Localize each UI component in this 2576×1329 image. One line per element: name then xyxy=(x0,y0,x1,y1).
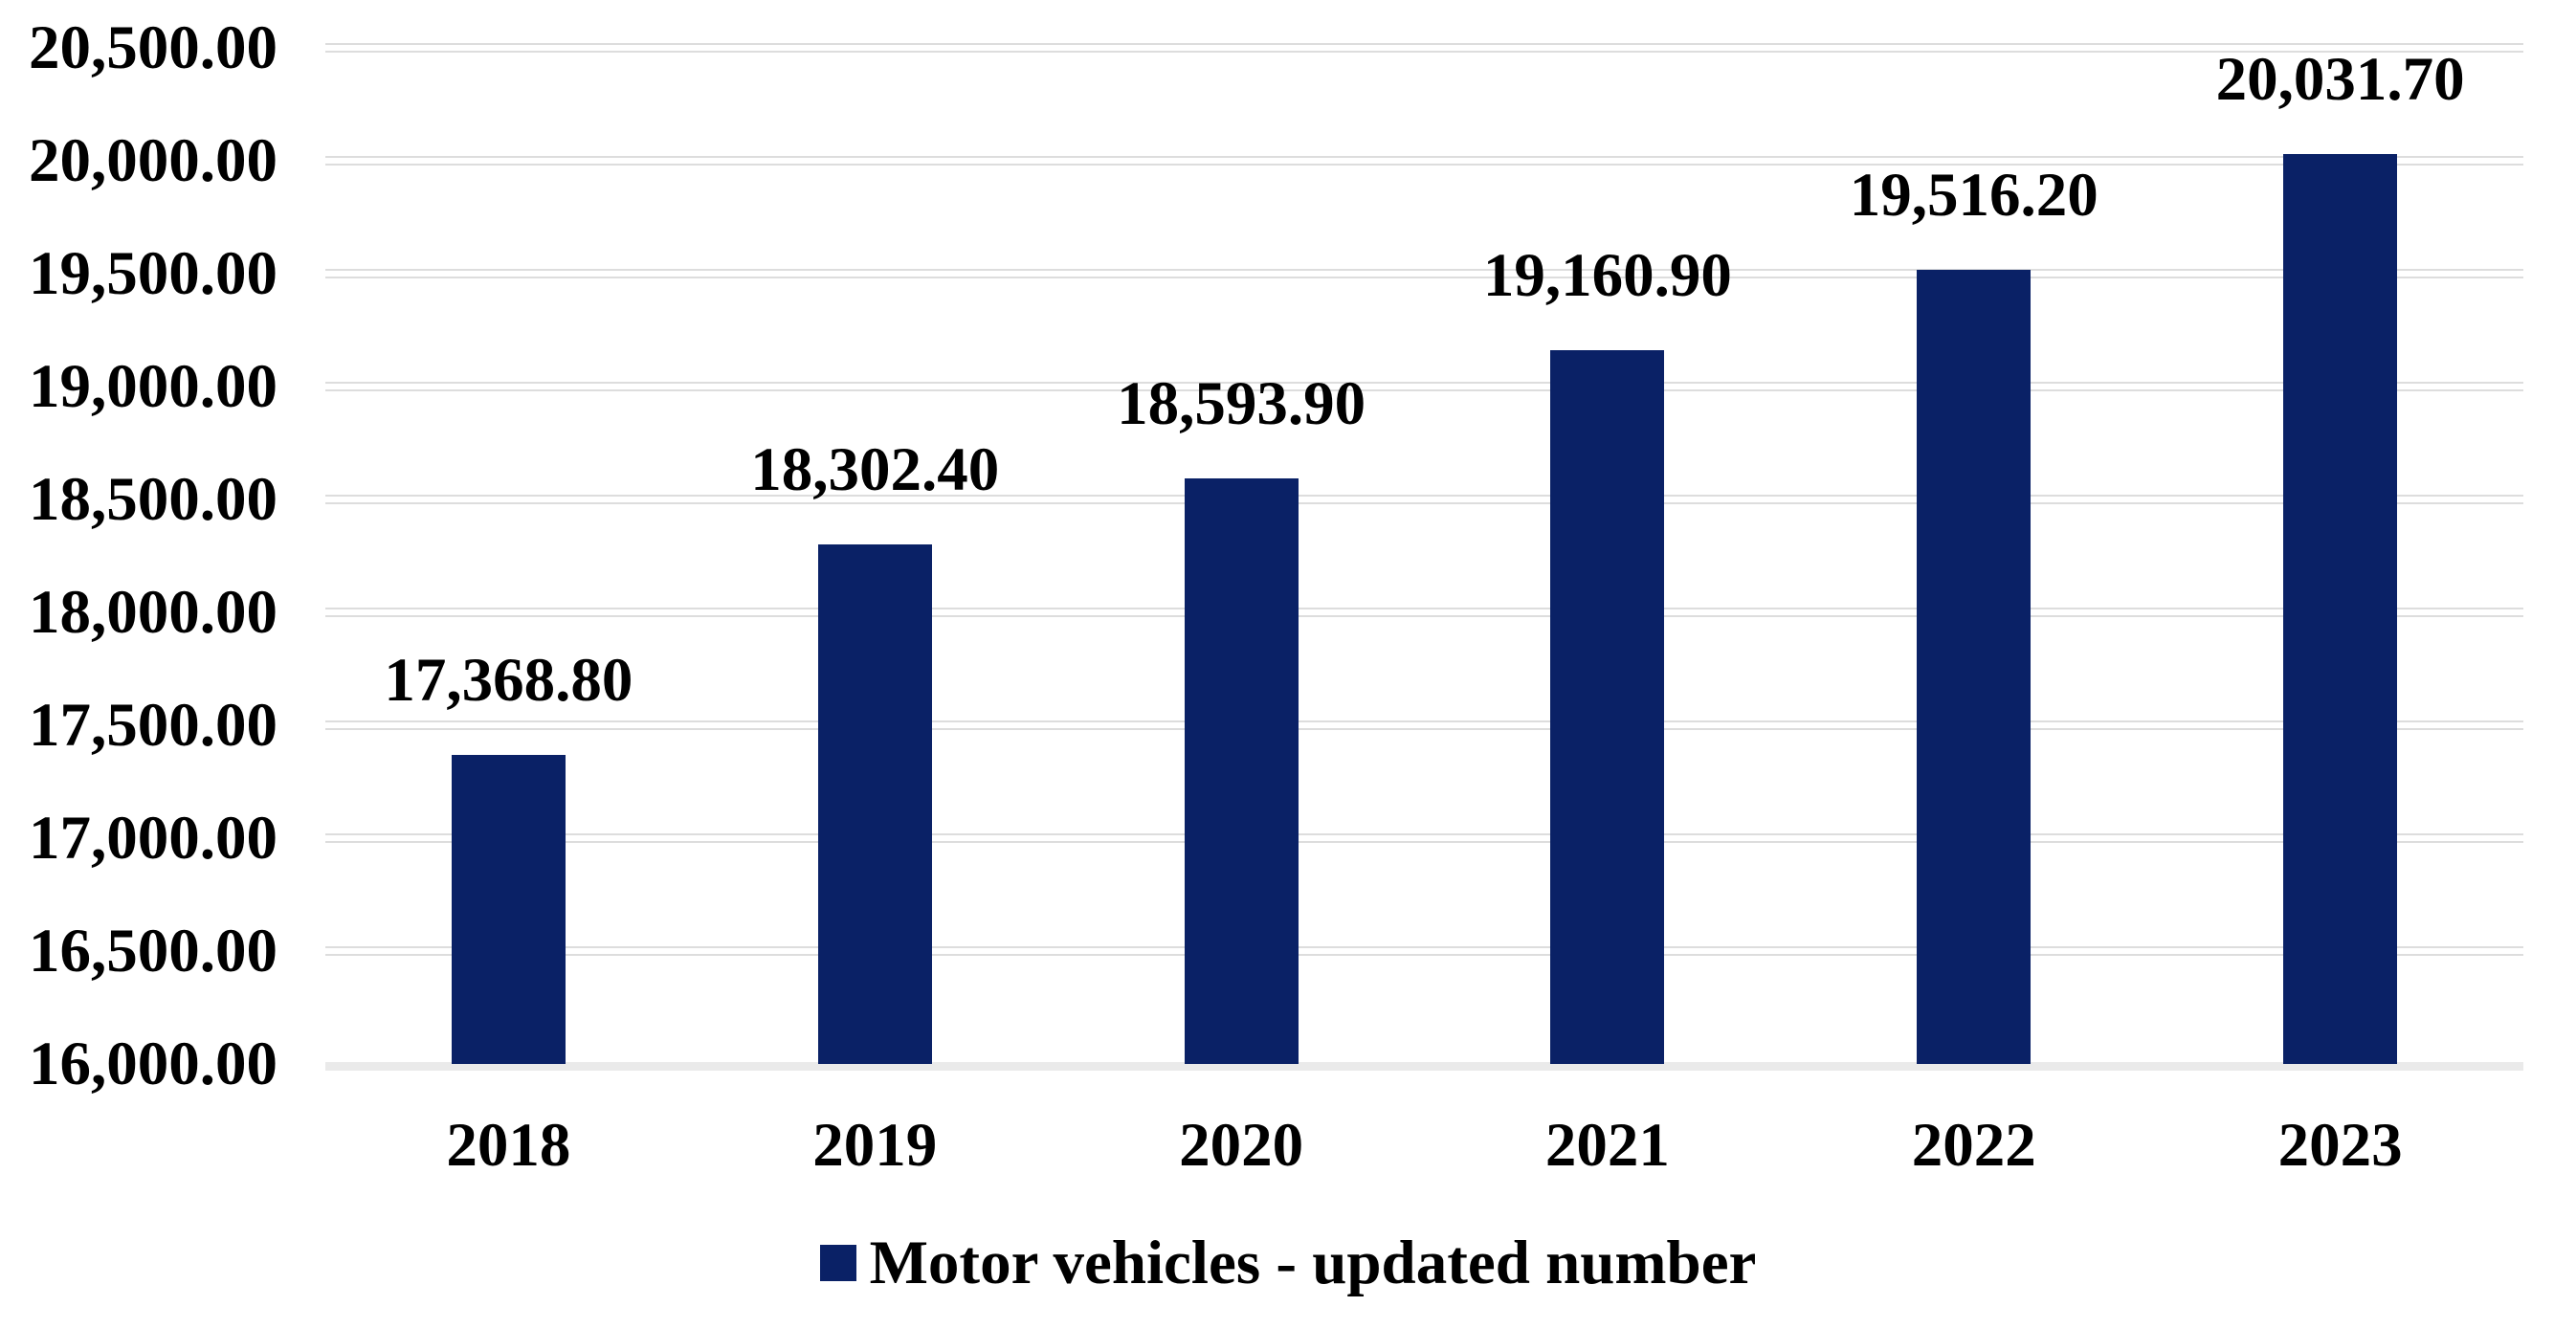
data-label-2019: 18,302.40 xyxy=(750,434,1000,504)
legend-label: Motor vehicles - updated number xyxy=(869,1229,1757,1297)
x-axis-tick-label-2019: 2019 xyxy=(812,1111,938,1180)
bar-2020 xyxy=(1184,477,1299,1064)
bar-2018 xyxy=(451,754,566,1064)
y-axis-tick-label: 16,000.00 xyxy=(29,1030,278,1098)
y-axis-tick-label: 18,000.00 xyxy=(29,578,278,647)
y-axis-tick-label: 18,500.00 xyxy=(29,465,278,534)
y-axis-tick-label: 16,500.00 xyxy=(29,917,278,986)
gridline xyxy=(325,608,2523,617)
y-axis-tick-label: 20,000.00 xyxy=(29,126,278,195)
gridline xyxy=(325,833,2523,843)
gridline xyxy=(325,720,2523,730)
x-axis-tick-label-2021: 2021 xyxy=(1544,1111,1670,1180)
gridline xyxy=(325,946,2523,956)
gridline xyxy=(325,269,2523,278)
gridline xyxy=(325,382,2523,391)
y-axis-tick-label: 19,000.00 xyxy=(29,352,278,421)
data-label-2023: 20,031.70 xyxy=(2215,44,2465,114)
legend: Motor vehicles - updated number xyxy=(0,1227,2576,1299)
x-axis-tick-label-2018: 2018 xyxy=(446,1111,571,1180)
y-axis-tick-label: 17,000.00 xyxy=(29,804,278,873)
data-label-2021: 19,160.90 xyxy=(1482,241,1732,311)
y-axis-tick-label: 20,500.00 xyxy=(29,13,278,82)
bar-2022 xyxy=(1917,270,2032,1064)
x-axis-tick-label-2020: 2020 xyxy=(1179,1111,1304,1180)
y-axis-tick-label: 17,500.00 xyxy=(29,691,278,760)
gridline xyxy=(325,495,2523,504)
bar-2021 xyxy=(1550,350,1665,1064)
x-axis-tick-label-2022: 2022 xyxy=(1911,1111,2036,1180)
x-axis-tick-label-2023: 2023 xyxy=(2277,1111,2403,1180)
legend-swatch-icon xyxy=(819,1245,856,1281)
x-axis-line xyxy=(325,1062,2523,1071)
bar-2019 xyxy=(817,543,932,1064)
y-axis-tick-label: 19,500.00 xyxy=(29,239,278,308)
bar-2023 xyxy=(2283,153,2398,1064)
data-label-2022: 19,516.20 xyxy=(1849,161,2099,231)
gridline xyxy=(325,43,2523,53)
gridline xyxy=(325,156,2523,166)
plot-area: 17,368.80 2018 18,302.40 2019 18,593.90 2020 1… xyxy=(325,43,2523,1180)
data-label-2018: 17,368.80 xyxy=(384,645,633,715)
data-label-2020: 18,593.90 xyxy=(1117,368,1366,438)
